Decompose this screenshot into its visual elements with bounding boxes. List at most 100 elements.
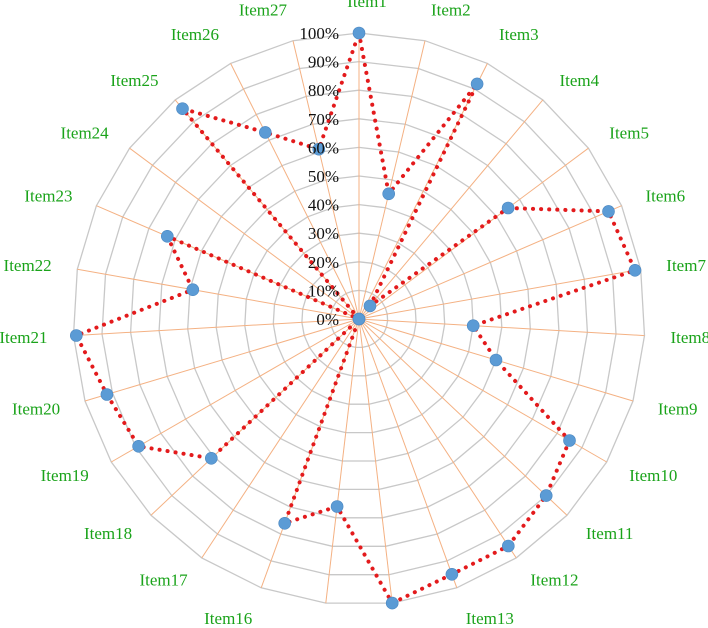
tick-labels: 0% 10% 20% 30% 40% 50% 60% 70% 80% 90% 100% [299,24,339,329]
category-label-item10: Item10 [629,466,677,485]
data-point-item13 [445,567,459,581]
category-label-item7: Item7 [666,256,706,275]
tick-label: 100% [299,24,339,43]
data-point-item2 [382,187,396,201]
data-point-item9 [489,353,503,367]
tick-label: 90% [308,53,339,72]
grid-ring [244,203,474,434]
data-point-item4 [363,299,377,313]
grid-ring [329,289,389,349]
data-point-item15 [330,500,344,513]
category-label-item14: Item14 [379,626,428,628]
category-label-item22: Item22 [4,256,52,275]
tick-label: 20% [308,253,339,272]
tick-label: 70% [308,110,339,129]
grid-ring [215,175,503,462]
grid-spoke [358,40,426,320]
grid-spoke [358,318,645,337]
category-label-item4: Item4 [560,71,600,90]
grid-spoke [77,268,360,320]
data-markers [70,26,642,610]
grid-spoke [358,318,568,516]
data-point-item6 [602,205,615,218]
data-point-item14 [385,596,399,610]
category-label-item27: Item27 [239,0,288,19]
data-point-item25 [176,102,189,115]
data-point-item3 [470,77,484,91]
grid-spoke [111,318,360,463]
grid-rings [72,32,646,604]
grid-spoke [325,318,360,604]
data-point-item16 [278,516,292,530]
grid-spoke [358,205,622,320]
data-point-item5 [501,201,515,215]
category-label-item26: Item26 [171,25,219,44]
data-point-item11 [539,489,553,502]
tick-label: 60% [308,138,339,157]
grid-spoke [358,63,488,320]
grid-ring [101,60,617,576]
category-label-item18: Item18 [84,524,132,543]
grid-spoke [358,318,393,604]
category-label-item19: Item19 [41,466,89,485]
category-label-item16: Item16 [204,609,252,628]
tick-label: 30% [308,224,339,243]
grid-spoke [358,318,458,588]
grid-ring [72,32,646,604]
category-label-item20: Item20 [12,400,60,419]
category-label-item21: Item21 [0,328,48,347]
data-point-item19 [132,439,145,453]
grid-spoke [358,318,517,559]
data-point-item21 [70,329,83,342]
grid-spoke [358,99,544,320]
data-point-item20 [100,388,114,401]
category-label-item2: Item2 [431,0,471,19]
category-label-item5: Item5 [609,124,649,143]
grid-ring [187,146,531,491]
grid-spoke [201,318,360,559]
category-label-item8: Item8 [671,328,708,347]
tick-label: 0% [316,310,339,329]
grid-ring [158,118,560,519]
grid-spoke [73,318,360,337]
tick-label: 80% [308,81,339,100]
data-point-item24 [352,312,366,326]
category-label-item11: Item11 [586,524,634,543]
grid-spoke [129,147,360,320]
grid-ring [301,261,417,377]
data-point-item10 [563,434,576,447]
category-label-item23: Item23 [24,186,72,205]
data-point-item12 [501,539,515,553]
data-point-item26 [258,126,272,139]
category-label-item25: Item25 [110,71,158,90]
category-label-item13: Item13 [466,609,514,628]
data-point-item7 [628,263,642,277]
grid-spoke [292,40,360,320]
tick-label: 50% [308,167,339,186]
category-label-item12: Item12 [530,571,578,590]
category-label-item24: Item24 [61,124,110,143]
grid-spoke [230,63,360,320]
series-line [74,31,637,606]
data-series [74,31,637,606]
grid-ring [272,232,446,405]
data-point-item18 [205,451,218,465]
category-label-item15: Item15 [291,626,339,628]
category-label-item1: Item1 [347,0,387,11]
category-label-item3: Item3 [499,25,539,44]
data-point-item22 [186,283,200,297]
category-label-item17: Item17 [139,571,188,590]
grid-spoke [358,268,641,320]
data-point-item8 [466,319,480,333]
data-point-item23 [161,230,174,243]
grid-spokes [73,33,645,604]
category-label-item9: Item9 [658,400,698,419]
tick-label: 40% [308,196,339,215]
tick-label: 10% [308,281,339,300]
category-label-item6: Item6 [646,186,686,205]
grid-spoke [84,318,360,402]
grid-spoke [174,99,360,320]
data-point-item1 [352,26,366,40]
